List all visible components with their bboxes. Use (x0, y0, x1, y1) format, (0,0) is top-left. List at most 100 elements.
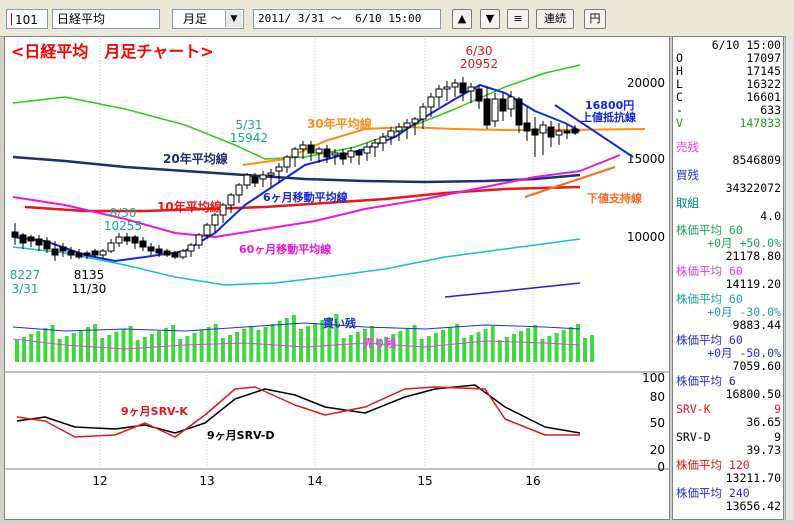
ind7-label: 株価平均 240 (676, 486, 750, 500)
yen-button[interactable]: 円 (584, 9, 606, 29)
candle-body (339, 152, 347, 160)
volume-bar (164, 328, 169, 362)
toolbar: 101 日経平均 月足 ▼ 2011/ 3/31 ～ 6/10 15:00 ▲ … (0, 0, 794, 37)
ma20-line (12, 155, 581, 184)
candle-body (259, 174, 267, 180)
teal-line (12, 238, 581, 286)
ohlc-label: H (676, 64, 683, 78)
candle-body (539, 124, 547, 134)
volume-bar (583, 338, 587, 362)
low1-date-label: 3/31 (12, 282, 39, 296)
period-select[interactable]: 月足 ▼ (172, 9, 244, 29)
support-annotation: 下値支持線 (587, 191, 642, 205)
ind7-value: 13656.42 (725, 499, 781, 513)
volume-bar (519, 331, 524, 362)
blue-lower-line (444, 282, 581, 298)
volume-bar (561, 330, 566, 362)
volume-bar (270, 324, 275, 362)
volume-bar (256, 330, 261, 362)
menu-button[interactable]: ≡ (507, 9, 529, 29)
code-field[interactable]: 101 (6, 9, 48, 29)
ohlc-label: L (676, 77, 683, 91)
name-field[interactable]: 日経平均 (52, 9, 160, 29)
candle-body (203, 224, 211, 236)
ind3-value: 9883.44 (732, 318, 781, 332)
candle-body (179, 250, 187, 258)
x-axis-label: 14 (307, 474, 322, 488)
continuous-button[interactable]: 連続 (536, 9, 574, 29)
volume-bar (22, 337, 27, 362)
candle-body (483, 98, 491, 126)
srvk-value: 36.65 (746, 415, 781, 429)
price-axis-label: 10000 (627, 230, 665, 244)
candle-body (571, 128, 579, 134)
srvk-label: SRV-K (676, 402, 711, 416)
candle-body (291, 148, 299, 158)
candle-body (443, 86, 451, 90)
candle-body (267, 172, 275, 176)
candle-body (395, 126, 403, 132)
candle-body (387, 130, 395, 138)
ohlc-value: 16601 (746, 90, 781, 104)
scroll-up-button[interactable]: ▲ (452, 9, 472, 29)
volume-bar (433, 333, 438, 362)
volume-bar (213, 324, 218, 362)
volume-bar (142, 337, 147, 362)
osc-axis-label: 0 (657, 460, 665, 474)
volume-bar (291, 315, 296, 362)
candle-body (275, 166, 283, 172)
volume-bar (490, 326, 495, 362)
date-range-field[interactable]: 2011/ 3/31 ～ 6/10 15:00 (253, 9, 441, 29)
volume-bar (341, 338, 346, 362)
candle-body (91, 250, 99, 256)
candle-body (227, 194, 235, 206)
side-panel: 6/10 15:00 O 17097 H 17145 L 16322 C 16601-633 V… (672, 36, 784, 520)
ohlc-value: 17097 (746, 51, 781, 65)
candle-body (323, 148, 331, 158)
volume-bar (178, 339, 183, 362)
chevron-down-icon[interactable]: ▼ (225, 11, 242, 27)
volume-bar (36, 331, 41, 362)
chart-area[interactable]: 12 13 14 15 16 20000 15000 10000 100 80 50 20 0 <日経平均… (4, 36, 670, 520)
candle-body (235, 184, 243, 196)
volume-bar (114, 332, 119, 362)
candle-body (35, 238, 43, 246)
candle-body (379, 136, 387, 144)
x-axis-label: 12 (92, 474, 107, 488)
volume-bar (86, 327, 90, 362)
volume-bar (504, 337, 509, 362)
candle-body (147, 246, 155, 252)
candle-body (187, 244, 195, 252)
scroll-down-button[interactable]: ▼ (480, 9, 500, 29)
ind4-value: 7059.60 (732, 359, 781, 373)
candle-body (467, 86, 475, 92)
ma10-line (24, 185, 581, 213)
sell-label: 売残 (676, 140, 699, 154)
ohlc-label: - (676, 103, 683, 117)
volume-bar (93, 324, 98, 362)
price-axis-label: 20000 (627, 76, 665, 90)
chart-title: <日経平均 月足チャート> (11, 42, 214, 61)
volume-bar (199, 330, 204, 362)
volume-bar (398, 331, 403, 362)
ohlc-value: 147833 (739, 116, 781, 130)
volume-bar (299, 329, 303, 362)
volume-bar (135, 340, 140, 362)
x-axis-label: 16 (525, 474, 540, 488)
volume-bar (306, 326, 311, 362)
candle-body (131, 236, 139, 244)
sell-value: 8546809 (732, 153, 781, 167)
candle-body (515, 98, 523, 126)
candle-body (355, 150, 363, 156)
candle-body (59, 246, 67, 252)
srv-d-annotation: 9ヶ月SRV-D (207, 429, 274, 442)
candle-body (123, 236, 131, 242)
candle-body (363, 146, 371, 154)
candle-body (115, 236, 123, 244)
volume-bar (533, 325, 538, 362)
srv-k-line (16, 386, 580, 438)
vertical-scrollbar[interactable] (785, 36, 794, 520)
candle-body (475, 88, 483, 102)
volume-bar (526, 328, 531, 362)
ohlc-row: - 633 (676, 104, 781, 117)
